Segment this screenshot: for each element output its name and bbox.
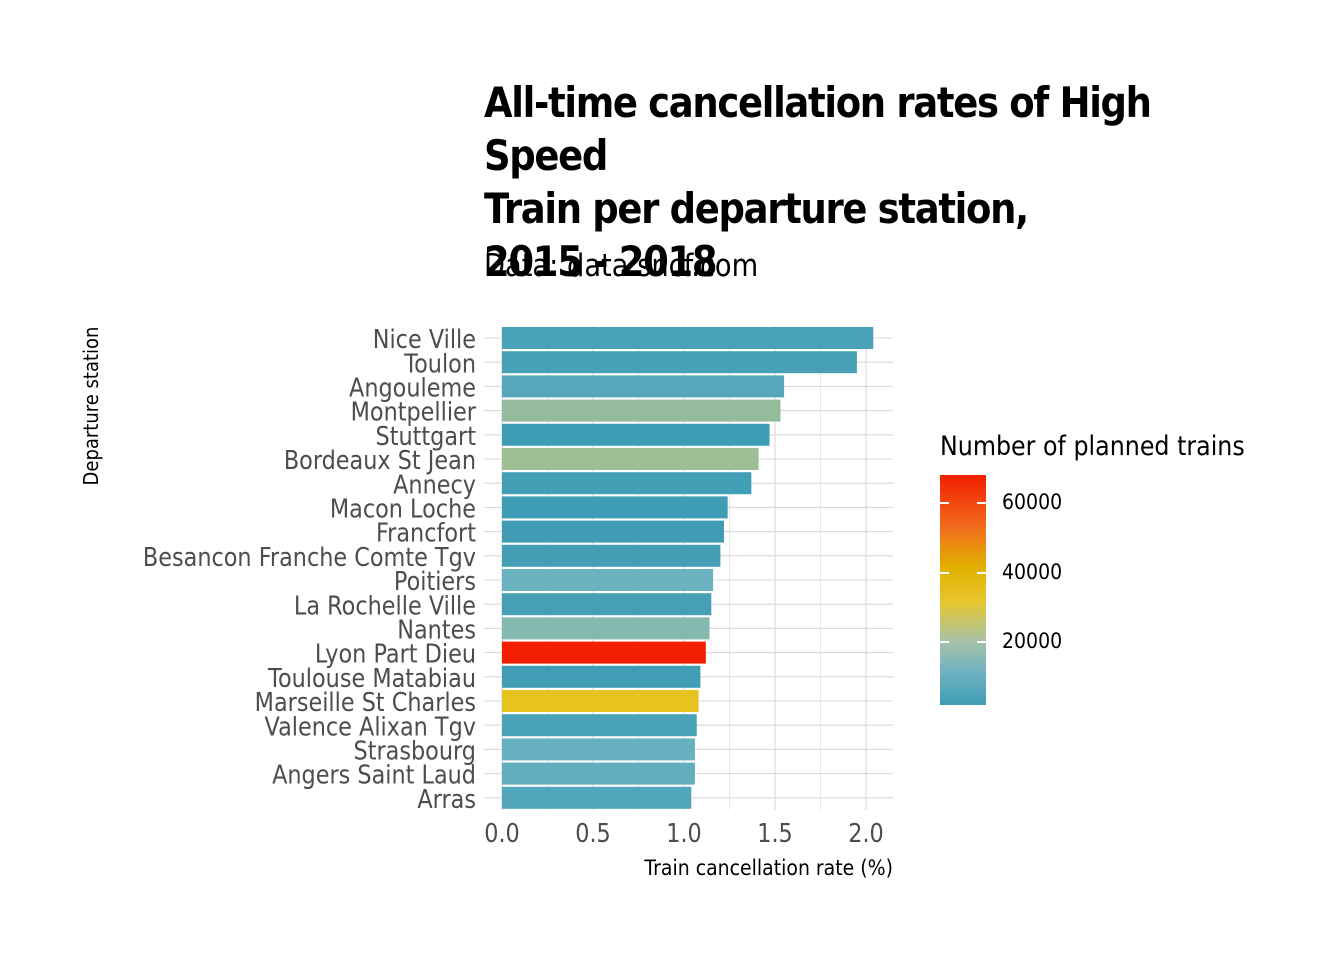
bar — [502, 617, 710, 640]
bar — [502, 569, 714, 591]
bar — [502, 714, 697, 737]
chart-subtitle: Data: data.sncf.com — [484, 248, 759, 284]
x-tick-labels: 0.0 0.5 1.0 1.5 2.0 — [484, 817, 884, 848]
x-axis-title: Train cancellation rate (%) — [643, 855, 893, 880]
bar — [502, 399, 781, 422]
y-tick-label: Montpellier — [351, 396, 476, 427]
legend-tick-mark — [940, 641, 949, 644]
bar — [502, 593, 712, 616]
y-tick-label: Nantes — [397, 614, 476, 645]
y-tick-label: Besancon Franche Comte Tgv — [143, 541, 476, 572]
bar — [502, 786, 692, 809]
y-tick-label: Angouleme — [349, 372, 476, 403]
y-tick-labels: Nice VilleToulonAngoulemeMontpellierStut… — [143, 323, 476, 814]
legend-tick-mark — [977, 641, 986, 644]
x-tick-label: 0.0 — [484, 817, 520, 848]
bar — [502, 472, 752, 495]
legend-tick-mark — [940, 501, 949, 504]
x-tick-label: 1.5 — [757, 817, 793, 848]
bar — [502, 496, 728, 519]
y-tick-label: Bordeaux St Jean — [284, 444, 476, 475]
y-tick-label: Stuttgart — [376, 420, 476, 451]
y-tick-label: Macon Loche — [330, 493, 476, 524]
bar — [502, 351, 857, 374]
y-tick-label: Valence Alixan Tgv — [265, 711, 476, 742]
legend-tick-mark — [940, 571, 949, 574]
grid-lines — [484, 325, 893, 810]
bar — [502, 327, 874, 349]
y-tick-label: Marseille St Charles — [255, 686, 476, 717]
bar — [502, 762, 695, 785]
legend-tick-mark — [977, 501, 986, 504]
legend-colorbar — [940, 475, 986, 705]
y-tick-label: Angers Saint Laud — [272, 759, 476, 790]
bar — [502, 690, 699, 712]
legend-tick-label: 40000 — [1002, 559, 1063, 584]
legend-title: Number of planned trains — [940, 431, 1245, 462]
bar — [502, 665, 701, 688]
x-tick-label: 0.5 — [575, 817, 611, 848]
x-tick-label: 1.0 — [666, 817, 702, 848]
bar — [502, 641, 706, 664]
y-tick-label: La Rochelle Ville — [294, 590, 476, 621]
bar — [502, 544, 721, 567]
y-tick-label: Strasbourg — [354, 735, 476, 766]
legend-tick-label: 20000 — [1002, 629, 1063, 654]
y-tick-label: Poitiers — [394, 565, 476, 596]
bar — [502, 448, 759, 470]
y-tick-label: Nice Ville — [373, 323, 476, 354]
bar — [502, 738, 695, 761]
bar — [502, 375, 785, 398]
y-tick-label: Toulon — [403, 348, 476, 379]
x-tick-label: 2.0 — [848, 817, 884, 848]
y-tick-label: Francfort — [376, 517, 476, 548]
chart-title: All-time cancellation rates of High Spee… — [484, 78, 1152, 286]
y-tick-label: Toulouse Matabiau — [267, 662, 476, 693]
legend-tick-mark — [977, 571, 986, 574]
y-tick-label: Lyon Part Dieu — [315, 638, 476, 669]
bars — [502, 327, 874, 809]
y-tick-label: Arras — [417, 783, 476, 814]
legend-tick-label: 60000 — [1002, 489, 1063, 514]
y-axis-title: Departure station — [80, 327, 103, 486]
bar — [502, 520, 725, 543]
bar — [502, 423, 770, 446]
y-tick-label: Annecy — [393, 469, 476, 500]
